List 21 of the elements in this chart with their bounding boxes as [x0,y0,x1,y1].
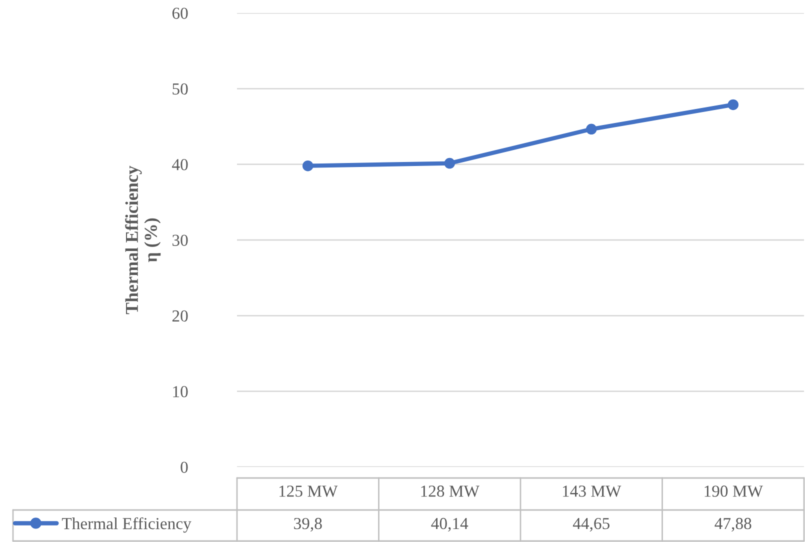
y-tick-label: 60 [172,8,188,19]
x-tick-label: 125 MW [279,486,338,497]
x-tick-label: 128 MW [421,486,480,497]
data-label: 47,88 [714,518,752,532]
legend-label: Thermal Efficiency [62,517,192,533]
point [302,160,314,172]
data-label: 44,65 [572,518,610,532]
data-label: 40,14 [431,518,468,532]
x-tick-label: 143 MW [562,486,622,497]
y-axis-title: Thermal Efficiency η (%) [125,166,161,314]
y-tick-label: 0 [180,462,188,473]
x-tick-label: 190 MW [704,486,763,497]
y-tick-label: 50 [172,83,188,95]
point [586,124,597,135]
y-tick-label: 30 [172,234,188,246]
y-tick-label: 10 [173,386,188,398]
y-tick-label: 40 [172,159,188,170]
y-tick-label: 20 [172,310,188,322]
point [444,158,456,169]
data-label: 39,8 [294,518,322,532]
point [728,99,739,110]
